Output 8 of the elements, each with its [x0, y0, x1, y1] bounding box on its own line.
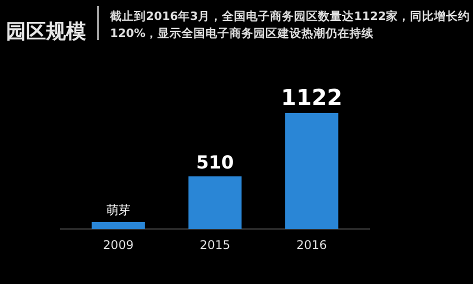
chart-title: 园区规模 — [6, 19, 86, 43]
chart-subtitle: 截止到2016年3月，全国电子商务园区数量达1122家，同比增长约120%，显示全国电子商务园区建设热潮仍在持续 — [110, 8, 470, 42]
data-label: 萌芽 — [106, 202, 130, 217]
data-label: 510 — [196, 152, 234, 174]
data-label: 1122 — [281, 86, 342, 111]
x-tick-label: 2009 — [103, 238, 134, 252]
x-tick-label: 2015 — [200, 238, 230, 252]
x-tick-label: 2016 — [296, 238, 327, 252]
